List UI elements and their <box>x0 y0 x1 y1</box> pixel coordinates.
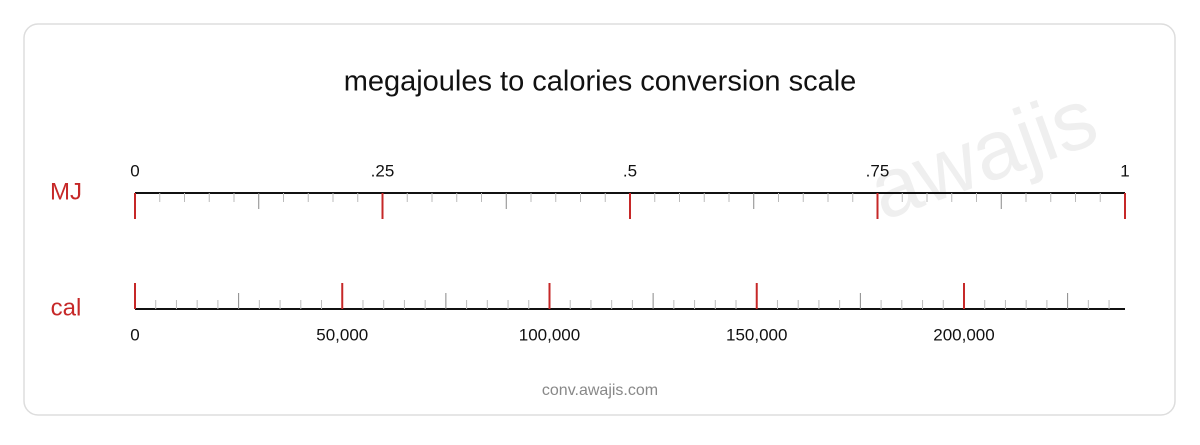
card <box>23 23 1176 416</box>
tick-label: 1 <box>1120 161 1129 180</box>
tick-label: .75 <box>866 161 890 180</box>
tick-label: 50,000 <box>316 325 368 344</box>
tick-label: 150,000 <box>726 325 787 344</box>
tick-label: 0 <box>130 325 139 344</box>
tick-label: .25 <box>371 161 395 180</box>
unit-label: MJ <box>50 178 82 205</box>
tick-label: 0 <box>130 161 139 180</box>
chart-title: megajoules to calories conversion scale <box>344 66 857 98</box>
unit-label: cal <box>51 294 82 321</box>
tick-label: 100,000 <box>519 325 580 344</box>
tick-label: 200,000 <box>933 325 994 344</box>
footer: conv.awajis.com <box>542 382 658 399</box>
tick-label: .5 <box>623 161 637 180</box>
